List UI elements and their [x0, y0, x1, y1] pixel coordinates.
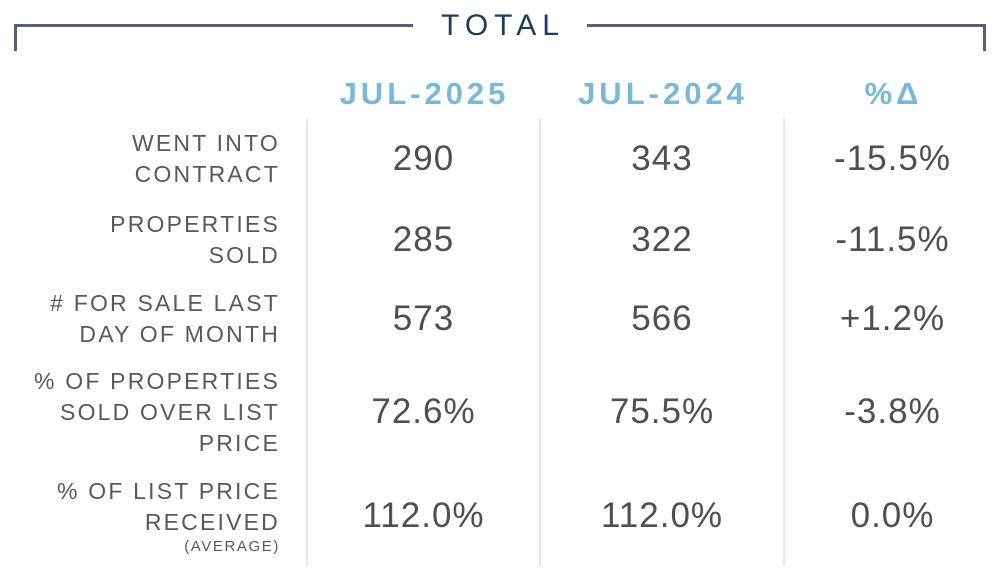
- row-label-went-into-contract: WENT INTO CONTRACT: [0, 118, 306, 200]
- value-list-price-received-2024: 112.0%: [539, 466, 783, 566]
- value-went-into-contract-2025: 290: [306, 118, 539, 200]
- label-line: DAY OF MONTH: [79, 321, 280, 347]
- value-for-sale-last-day-2025: 573: [306, 280, 539, 358]
- label-line: SOLD: [208, 242, 280, 268]
- row-label-properties-sold: PROPERTIES SOLD: [0, 200, 306, 280]
- row-label-for-sale-last-day: # FOR SALE LAST DAY OF MONTH: [0, 280, 306, 358]
- label-subtext-average: (AVERAGE): [184, 538, 280, 555]
- label-line: % OF LIST PRICE: [56, 478, 280, 504]
- value-properties-sold-2024: 322: [539, 200, 783, 280]
- value-sold-over-list-2025: 72.6%: [306, 358, 539, 466]
- stats-table: JUL-2025 JUL-2024 %Δ WENT INTO CONTRACT …: [0, 70, 1000, 566]
- label-line: CONTRACT: [134, 161, 280, 187]
- column-header-jul-2025: JUL-2025: [339, 76, 510, 111]
- column-header-metric: [0, 70, 306, 118]
- label-line: SOLD OVER LIST: [60, 398, 280, 425]
- row-label-list-price-received: % OF LIST PRICE RECEIVED (AVERAGE): [0, 466, 306, 566]
- report-title: TOTAL: [441, 9, 565, 42]
- value-properties-sold-2025: 285: [306, 200, 539, 280]
- value-went-into-contract-2024: 343: [539, 118, 783, 200]
- value-for-sale-last-day-delta: +1.2%: [783, 280, 1000, 358]
- label-line: PRICE: [198, 429, 280, 456]
- top-bracket-left-rule: [14, 24, 413, 51]
- column-header-jul-2024: JUL-2024: [578, 76, 748, 111]
- label-line: WENT INTO: [131, 130, 280, 156]
- top-bracket-right-rule: [587, 24, 986, 51]
- label-line: # FOR SALE LAST: [50, 290, 280, 316]
- value-went-into-contract-delta: -15.5%: [783, 118, 1000, 200]
- value-sold-over-list-delta: -3.8%: [783, 358, 1000, 466]
- label-line: PROPERTIES: [110, 211, 280, 237]
- row-label-sold-over-list: % OF PROPERTIES SOLD OVER LIST PRICE: [0, 358, 306, 466]
- value-list-price-received-delta: 0.0%: [783, 466, 1000, 566]
- column-header-pct-delta: %Δ: [864, 76, 923, 111]
- value-sold-over-list-2024: 75.5%: [539, 358, 783, 466]
- label-line: RECEIVED: [144, 509, 280, 535]
- label-line: % OF PROPERTIES: [33, 367, 280, 394]
- value-for-sale-last-day-2024: 566: [539, 280, 783, 358]
- value-properties-sold-delta: -11.5%: [783, 200, 1000, 280]
- value-list-price-received-2025: 112.0%: [306, 466, 539, 566]
